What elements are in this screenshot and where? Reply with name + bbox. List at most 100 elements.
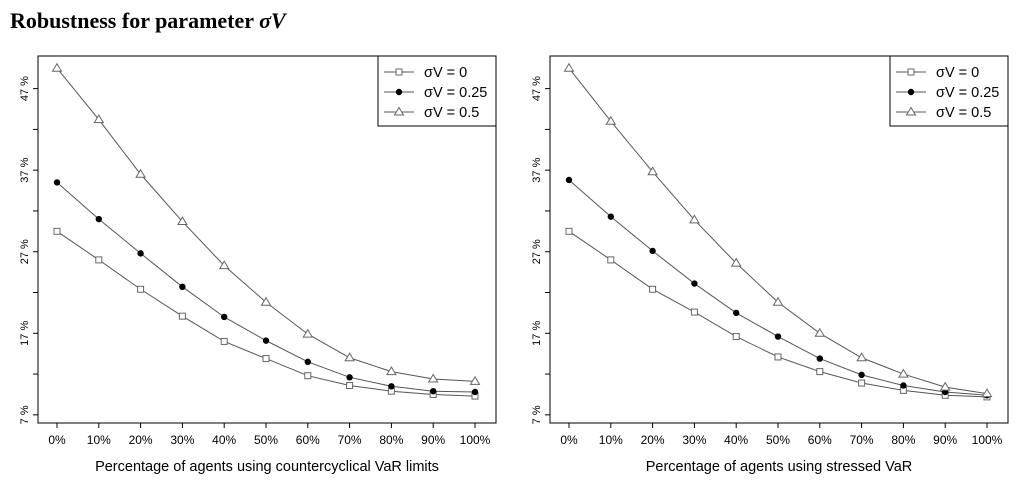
data-point [260, 296, 272, 306]
series-1 [53, 179, 479, 396]
data-point [649, 247, 656, 255]
data-point [386, 366, 397, 376]
data-point [565, 227, 573, 235]
x-axis-title: Percentage of agents using stressed VaR [646, 459, 913, 475]
series-0 [53, 227, 479, 400]
x-tick-label: 10% [599, 433, 623, 447]
data-point [898, 368, 909, 378]
x-tick-label: 90% [933, 433, 957, 447]
legend-label: σV = 0.5 [424, 105, 479, 121]
legend-label: σV = 0 [424, 65, 467, 81]
x-tick-label: 70% [338, 433, 362, 447]
x-tick-label: 30% [682, 433, 706, 447]
data-point [302, 328, 314, 338]
data-point [607, 256, 615, 264]
data-point [605, 115, 617, 125]
data-point [346, 374, 353, 381]
data-point [730, 257, 742, 267]
y-tick-label: 27 % [19, 239, 31, 264]
data-point [218, 260, 230, 270]
data-point [690, 308, 698, 316]
data-point [774, 333, 782, 340]
data-point [262, 355, 270, 363]
series-2 [51, 62, 481, 385]
x-tick-label: 80% [379, 433, 403, 447]
y-tick-label: 27 % [531, 239, 543, 264]
data-point [427, 373, 439, 383]
data-point [816, 368, 824, 376]
legend-label: σV = 0.5 [936, 105, 991, 121]
x-tick-label: 40% [724, 433, 748, 447]
legend-marker [395, 68, 403, 76]
y-tick-label: 7 % [19, 405, 31, 424]
page-title-text: Robustness for parameter [10, 8, 254, 33]
data-point [304, 372, 312, 380]
legend: σV = 0 σV = 0.25 σV = 0.5 [377, 55, 497, 127]
legend-marker [907, 88, 915, 96]
x-tick-label: 30% [170, 433, 194, 447]
data-point [649, 285, 657, 293]
series-line [568, 179, 988, 396]
data-point [220, 313, 228, 321]
data-point [647, 166, 658, 176]
y-tick-label: 17 % [19, 321, 31, 346]
series-line [56, 230, 476, 397]
x-tick-label: 50% [254, 433, 278, 447]
y-tick-label: 37 % [19, 157, 31, 182]
page-title: Robustness for parameter σV [10, 8, 286, 34]
legend-label: σV = 0.25 [936, 85, 999, 101]
data-point [304, 358, 311, 366]
x-tick-label: 0% [48, 433, 66, 447]
x-tick-label: 100% [972, 433, 1003, 447]
series-line [568, 230, 988, 398]
data-point [563, 62, 575, 72]
data-point [774, 353, 782, 361]
data-point [178, 312, 186, 320]
plot-area-frame [37, 55, 497, 424]
y-tick-label: 47 % [19, 76, 31, 101]
y-tick-label: 7 % [531, 405, 543, 424]
x-tick-label: 70% [850, 433, 874, 447]
data-point [689, 214, 700, 224]
x-tick-label: 20% [129, 433, 153, 447]
legend-marker [395, 88, 403, 96]
data-point [53, 227, 61, 235]
sigma-v-symbol: σV [259, 8, 286, 33]
chart-panel-countercyclical: 7 % 17 % 27 % 37 % 47 % 0% 10% 20% 30% 40% 50% 60% 7… [10, 48, 505, 480]
x-tick-label: 100% [460, 433, 491, 447]
data-point [607, 213, 614, 220]
data-point [732, 333, 740, 341]
data-point [939, 381, 951, 391]
legend: σV = 0 σV = 0.25 σV = 0.5 [889, 55, 1009, 127]
data-point [135, 168, 146, 178]
data-point [53, 179, 61, 186]
y-tick-label: 47 % [531, 76, 543, 101]
plot-area-frame [549, 55, 1009, 424]
series-1 [565, 176, 991, 399]
legend-label: σV = 0.25 [424, 85, 487, 101]
x-tick-label: 40% [212, 433, 236, 447]
x-tick-label: 60% [808, 433, 832, 447]
data-point [93, 114, 105, 124]
data-point [95, 215, 102, 223]
data-point [471, 388, 479, 396]
data-point [51, 62, 63, 72]
data-point [900, 382, 907, 389]
data-point [344, 352, 355, 362]
chart-countercyclical-var: 7 % 17 % 27 % 37 % 47 % 0% 10% 20% 30% 40% 50% 60% 7… [19, 55, 497, 475]
data-point [177, 216, 188, 226]
data-point [858, 371, 865, 379]
data-point [179, 283, 186, 291]
data-point [220, 337, 228, 345]
data-point [262, 337, 270, 344]
series-0 [565, 227, 991, 401]
x-axis-title: Percentage of agents using countercyclic… [95, 459, 439, 475]
chart-stressed-var: 7 % 17 % 27 % 37 % 47 % 0% 10% 20% 30% 40% 50% 60% 7… [531, 55, 1009, 475]
data-point [430, 387, 437, 395]
data-point [95, 256, 103, 264]
y-tick-label: 17 % [531, 321, 543, 346]
x-tick-label: 90% [421, 433, 445, 447]
x-tick-label: 0% [560, 433, 578, 447]
series-2 [563, 62, 993, 398]
chart-panel-stressed-var: 7 % 17 % 27 % 37 % 47 % 0% 10% 20% 30% 40% 50% 60% 7… [522, 48, 1017, 480]
